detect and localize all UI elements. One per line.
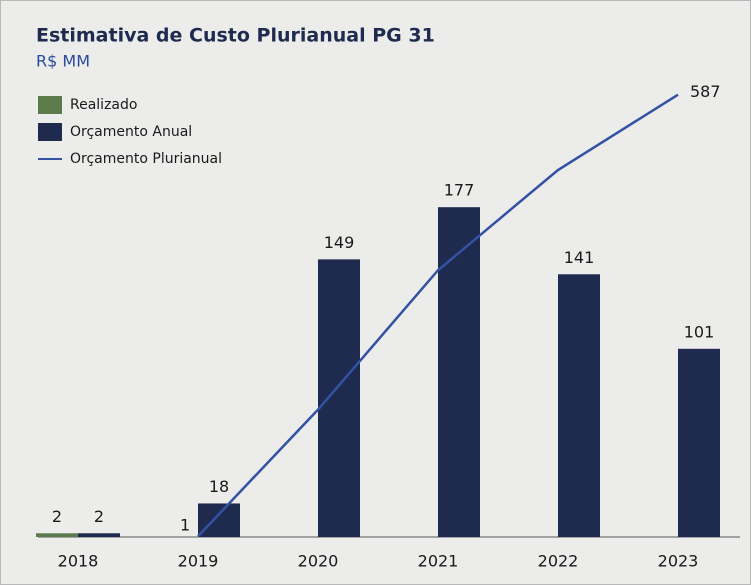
legend-label: Orçamento Plurianual — [70, 151, 222, 167]
bar — [36, 533, 78, 537]
x-tick-label: 2021 — [418, 552, 459, 571]
data-label: 101 — [684, 322, 715, 341]
legend-label: Realizado — [70, 97, 137, 113]
x-tick-label: 2018 — [58, 552, 99, 571]
legend-swatch — [38, 96, 62, 114]
legend-label: Orçamento Anual — [70, 124, 192, 140]
bar — [198, 503, 240, 537]
data-label: 587 — [690, 82, 721, 101]
bar — [438, 207, 480, 537]
bar — [318, 259, 360, 537]
data-label: 2 — [94, 507, 104, 526]
data-label: 149 — [324, 233, 355, 252]
x-tick-label: 2023 — [658, 552, 699, 571]
data-label: 177 — [444, 181, 475, 200]
x-tick-label: 2022 — [538, 552, 579, 571]
legend-swatch — [38, 123, 62, 141]
x-tick-label: 2020 — [298, 552, 339, 571]
chart-title: Estimativa de Custo Plurianual PG 31 — [36, 25, 435, 47]
line — [197, 93, 679, 538]
data-label: 2 — [52, 507, 62, 526]
bar — [558, 274, 600, 537]
data-label: 18 — [209, 477, 229, 496]
bar — [678, 348, 720, 537]
chart-subtitle: R$ MM — [36, 52, 90, 71]
x-tick-label: 2019 — [178, 552, 219, 571]
data-label: 141 — [564, 248, 595, 267]
bar — [78, 533, 120, 537]
data-label: 1 — [180, 516, 190, 535]
